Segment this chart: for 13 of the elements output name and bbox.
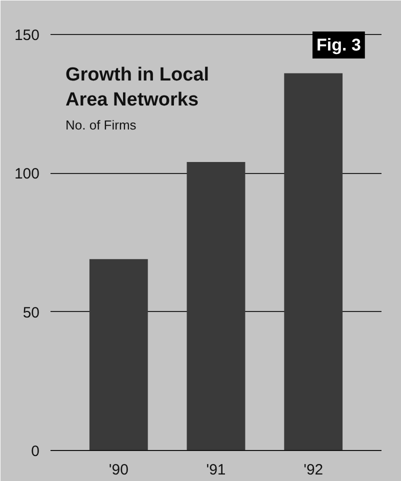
x-tick-label: '92 — [304, 462, 324, 478]
y-tick-label: 50 — [22, 304, 40, 322]
bar — [284, 73, 343, 450]
bar — [89, 259, 148, 450]
text: Growth in Local Area Networks — [66, 64, 210, 110]
y-tick-label: 100 — [14, 166, 40, 183]
bar — [186, 162, 246, 450]
text: No. of Firms — [66, 118, 137, 132]
x-tick-label: '90 — [108, 462, 128, 478]
annotation: Fig. 3 — [316, 36, 361, 54]
y-tick-label: 150 — [14, 26, 40, 44]
y-tick-label: 0 — [31, 443, 40, 460]
x-tick-label: '91 — [206, 462, 226, 478]
